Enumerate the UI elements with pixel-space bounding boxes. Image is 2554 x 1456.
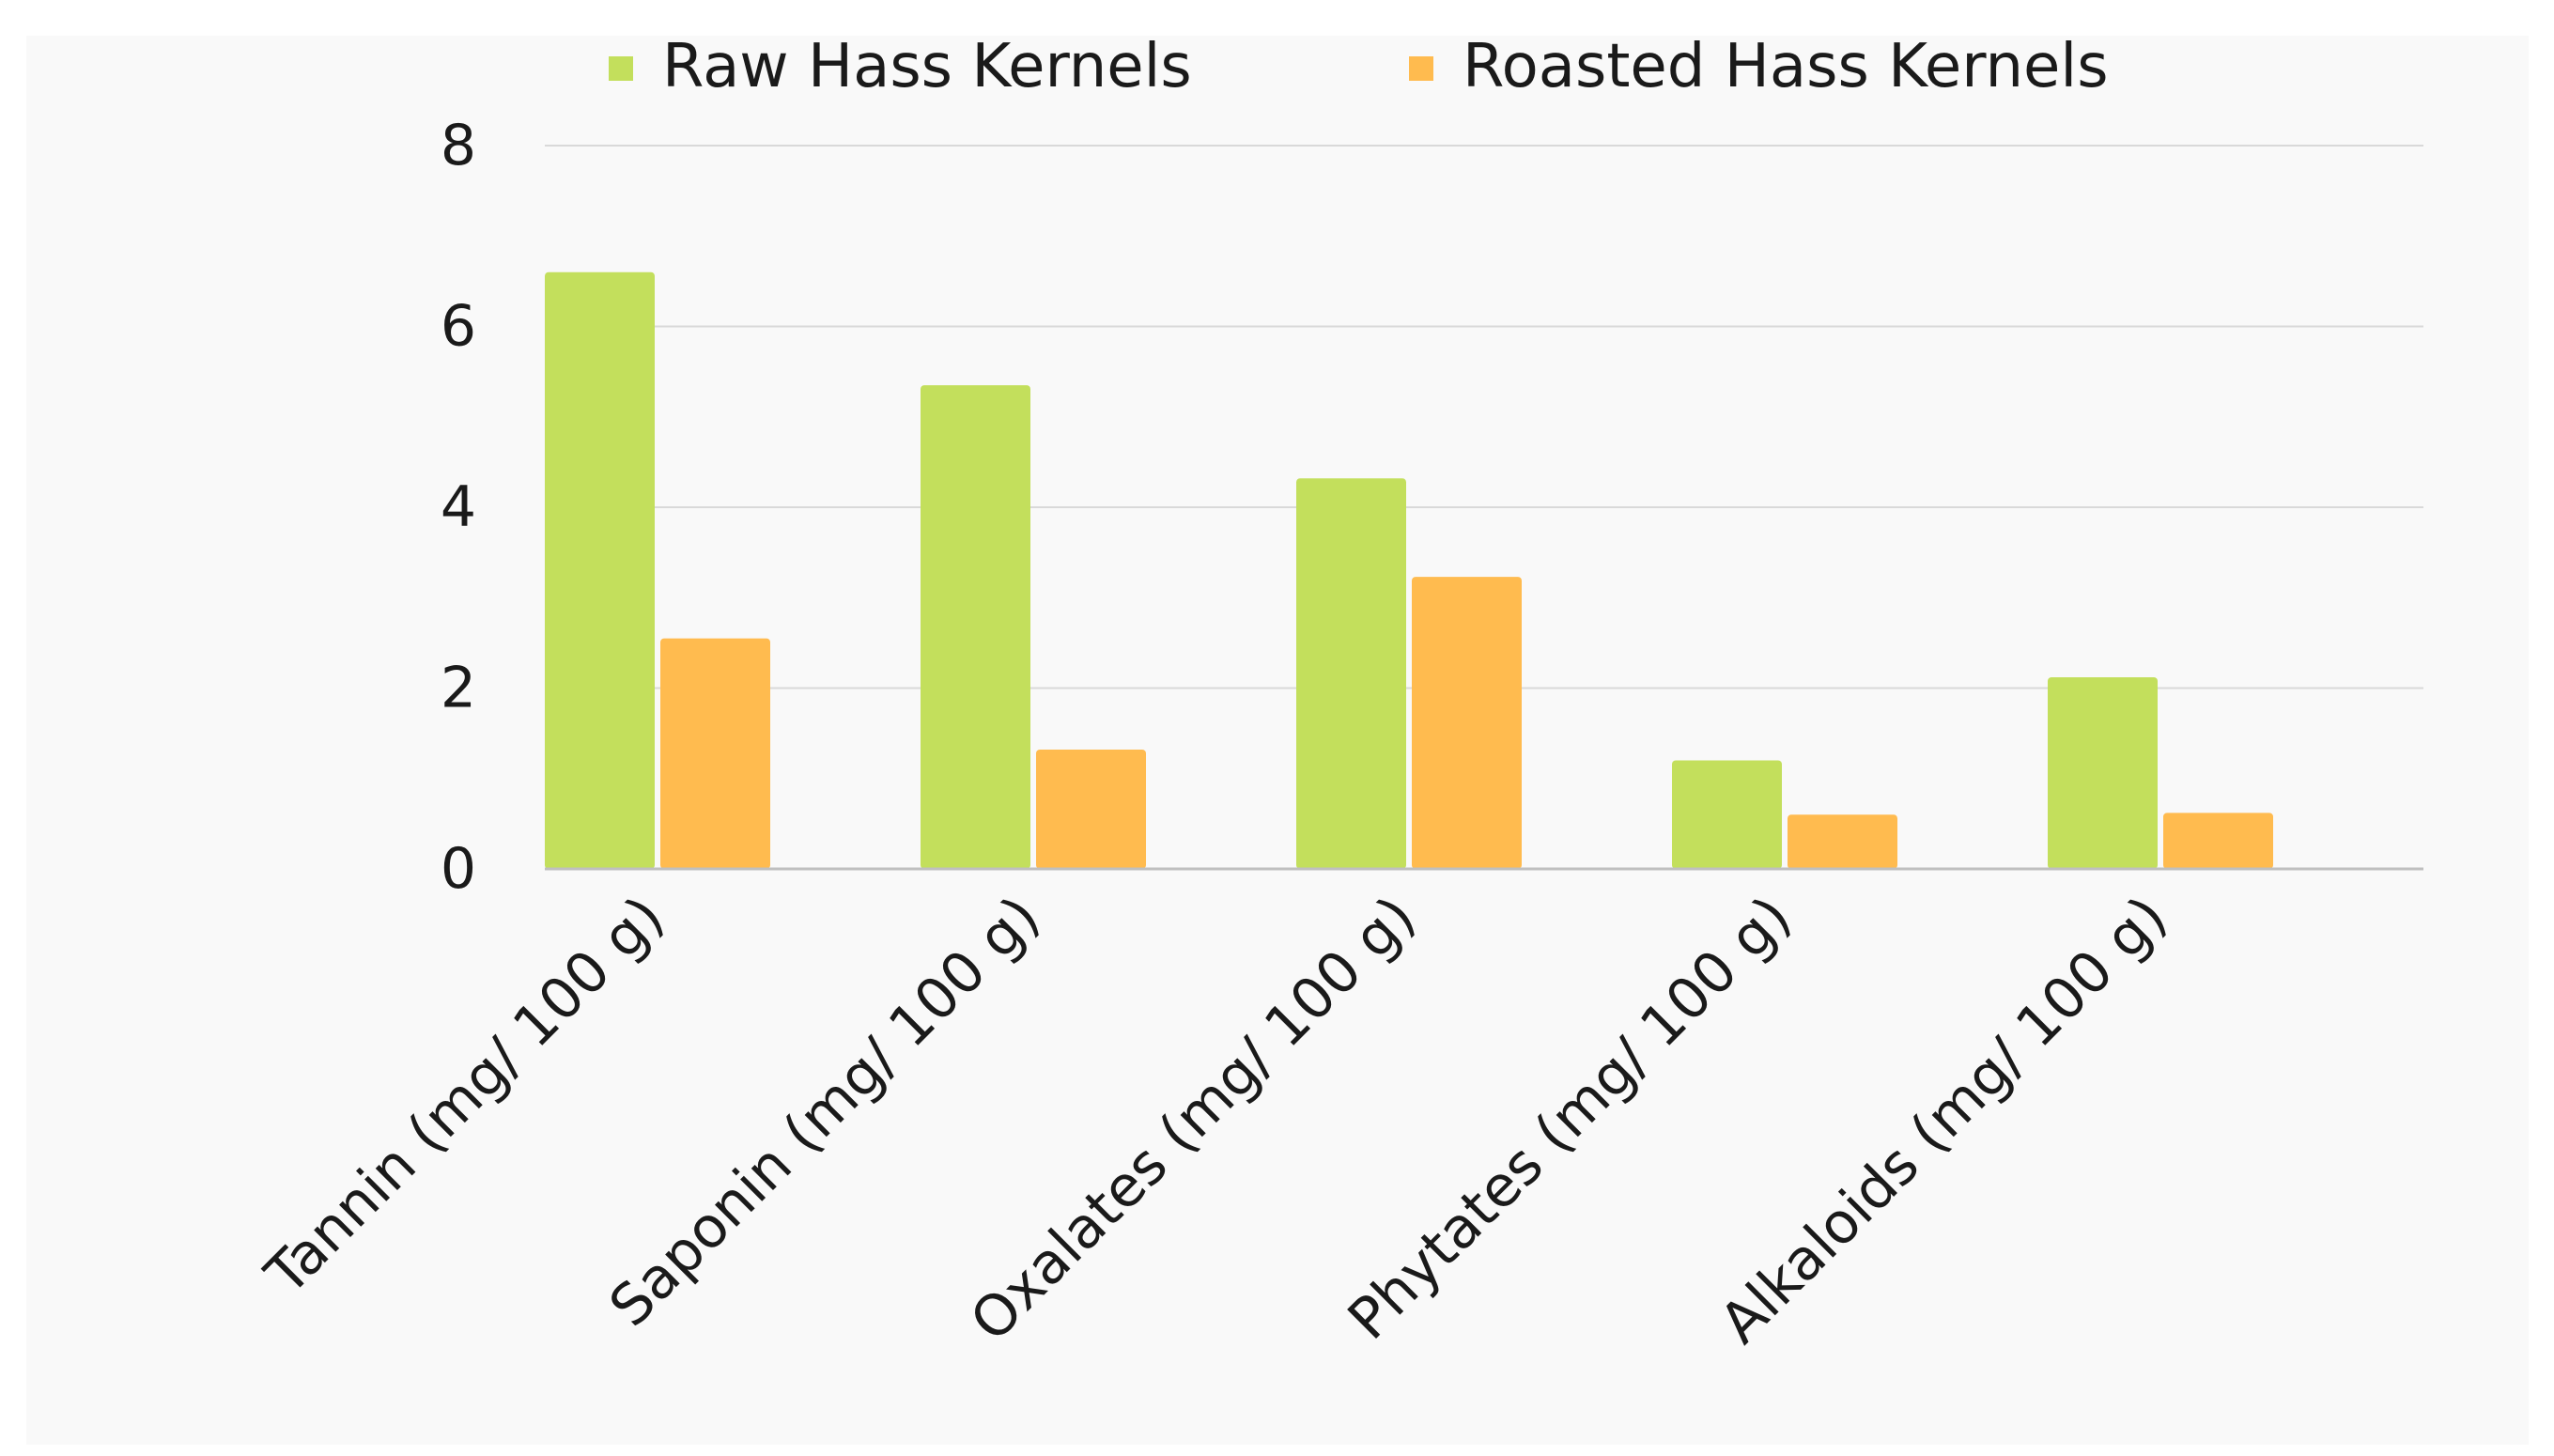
- legend-swatch-raw: [609, 56, 633, 81]
- x-category-label: Phytates (mg/ 100 g): [1336, 884, 1804, 1353]
- bar-roasted-3: [1788, 814, 1897, 869]
- x-category-label: Saponin (mg/ 100 g): [597, 884, 1053, 1340]
- bars: [545, 271, 2273, 869]
- bar-roasted-1: [1036, 749, 1146, 869]
- legend-swatch-roasted: [1409, 56, 1433, 81]
- y-tick-label: 0: [441, 836, 476, 902]
- bar-roasted-0: [660, 638, 770, 869]
- y-tick-label: 2: [441, 656, 476, 721]
- x-category-label: Tannin (mg/ 100 g): [253, 884, 677, 1309]
- y-tick-label: 6: [441, 294, 476, 360]
- bar-raw-0: [545, 271, 655, 869]
- bar-raw-2: [1296, 478, 1406, 869]
- bar-raw-3: [1672, 760, 1782, 869]
- bar-roasted-2: [1412, 577, 1522, 869]
- bar-roasted-4: [2163, 813, 2273, 869]
- legend-label-raw: Raw Hass Kernels: [662, 32, 1192, 101]
- legend: Raw Hass Kernels Roasted Hass Kernels: [609, 32, 2109, 101]
- legend-label-roasted: Roasted Hass Kernels: [1463, 32, 2109, 101]
- y-tick-label: 4: [441, 474, 476, 540]
- bar-raw-1: [921, 385, 1030, 869]
- y-axis-ticks: 0 2 4 6 8: [441, 113, 476, 902]
- bar-raw-4: [2048, 676, 2158, 869]
- y-tick-label: 8: [441, 113, 476, 178]
- x-axis-labels: Tannin (mg/ 100 g)Saponin (mg/ 100 g)Oxa…: [253, 884, 2180, 1356]
